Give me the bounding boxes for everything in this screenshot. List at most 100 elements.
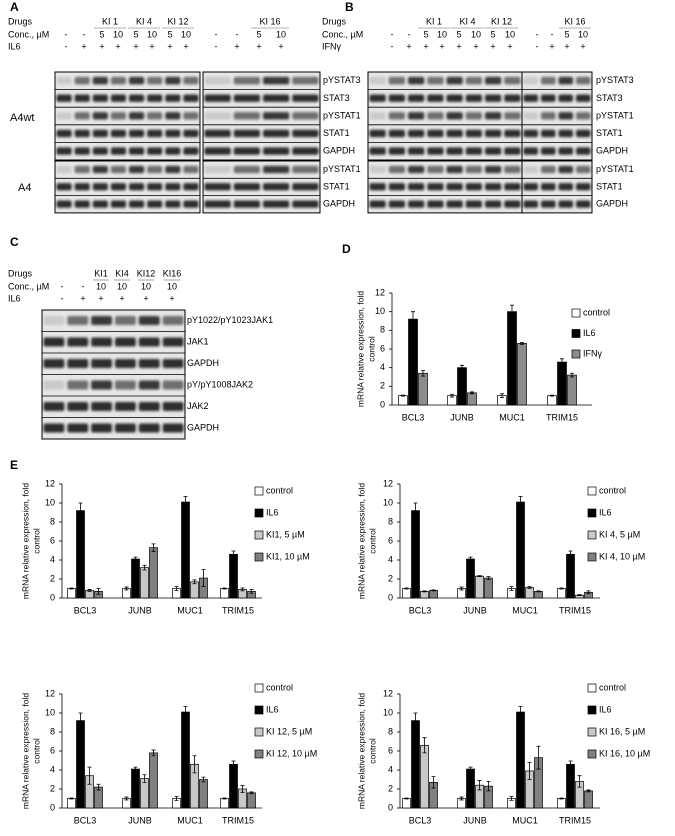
legend-swatch xyxy=(587,705,597,715)
legend-label: KI 12, 10 µM xyxy=(266,748,317,758)
error-bar xyxy=(559,587,564,590)
bar xyxy=(557,588,566,599)
blot-band xyxy=(165,183,181,191)
blot-band xyxy=(263,76,290,85)
blot-band xyxy=(427,94,444,102)
error-bar xyxy=(201,569,206,587)
blot-band xyxy=(67,337,89,347)
blot-band xyxy=(43,380,65,390)
bar xyxy=(557,798,566,809)
blot-band xyxy=(110,147,126,155)
error-bar xyxy=(586,789,591,793)
error-bar xyxy=(133,556,138,562)
blot-band xyxy=(92,94,108,102)
bar xyxy=(149,547,158,599)
blot-band xyxy=(408,147,425,155)
error-bar xyxy=(536,745,541,770)
blot-band xyxy=(523,147,538,155)
error-bar xyxy=(69,797,74,800)
blot-band xyxy=(485,112,502,120)
legend-label: control xyxy=(266,485,293,495)
error-bar xyxy=(183,705,188,719)
error-bar xyxy=(404,797,409,800)
conc-label: 5 xyxy=(564,29,569,39)
bar xyxy=(457,367,467,406)
conc-label: - xyxy=(61,281,64,291)
group-label: A4wt xyxy=(10,112,34,124)
blot-band xyxy=(74,112,90,120)
legend-label: IL6 xyxy=(599,507,612,517)
y-tick-label: 4 xyxy=(50,764,55,774)
error-bar xyxy=(133,766,138,772)
error-bar xyxy=(468,766,473,772)
blot-band xyxy=(485,94,502,102)
blot-band xyxy=(558,129,573,138)
header-row-label: Conc., µM xyxy=(322,29,363,39)
legend-swatch xyxy=(587,552,597,562)
legend-label: KI 4, 10 µM xyxy=(599,551,645,561)
x-tick-label: BCL3 xyxy=(402,412,425,422)
blot-row-label: pYSTAT1 xyxy=(323,164,361,174)
legend-swatch xyxy=(587,749,597,759)
conc-label: 10 xyxy=(113,29,123,39)
bar xyxy=(247,792,256,809)
y-tick-label: 8 xyxy=(50,726,55,736)
error-bar xyxy=(520,342,524,345)
blot-band xyxy=(369,76,386,85)
blot-band xyxy=(147,112,163,120)
blot-row-label: GAPDH xyxy=(187,358,219,368)
blot-band xyxy=(292,94,319,102)
blot-band xyxy=(162,359,184,369)
bar xyxy=(181,501,190,599)
blot-band xyxy=(388,76,405,85)
bar xyxy=(534,590,543,599)
bar xyxy=(418,372,428,406)
blot-band xyxy=(138,316,160,326)
blot-band xyxy=(446,76,463,85)
error-bar xyxy=(411,311,415,327)
x-tick-label: MUC1 xyxy=(177,815,203,825)
blot-row-label: pYSTAT3 xyxy=(323,75,361,85)
blot-band xyxy=(110,112,126,120)
error-bar xyxy=(96,783,101,791)
error-bar xyxy=(421,370,425,377)
blot-row-label: JAK2 xyxy=(187,401,209,411)
blot-band xyxy=(465,76,482,85)
error-bar xyxy=(142,774,147,783)
legend-label: KI1, 5 µM xyxy=(266,529,305,539)
x-tick-label: JUNB xyxy=(128,605,152,615)
blot-band xyxy=(43,423,65,433)
conc-label: - xyxy=(391,29,394,39)
drug-label: KI 16 xyxy=(564,16,585,26)
blot-band xyxy=(183,165,199,174)
error-bar xyxy=(510,304,514,319)
blot-band xyxy=(129,112,145,120)
blot-band xyxy=(576,76,591,85)
y-tick-label: 8 xyxy=(380,325,385,335)
blot-band xyxy=(541,200,556,208)
conc-label: 10 xyxy=(181,29,191,39)
blot-band xyxy=(43,316,65,326)
stim-label: + xyxy=(234,41,239,51)
error-bar xyxy=(431,589,436,592)
error-bar xyxy=(222,587,227,590)
blot-row-label: GAPDH xyxy=(323,199,355,209)
bar xyxy=(140,567,149,599)
conc-label: 10 xyxy=(276,29,286,39)
error-bar xyxy=(142,564,147,571)
blot-band xyxy=(147,129,163,138)
blot-row-label: STAT3 xyxy=(596,93,623,103)
blot-band xyxy=(576,165,591,174)
y-tick-label: 6 xyxy=(380,343,385,353)
blot-band xyxy=(558,94,573,102)
error-bar xyxy=(509,586,514,591)
blot-band xyxy=(147,165,163,174)
blot-band xyxy=(369,112,386,120)
blot-band xyxy=(558,76,573,85)
stim-label: + xyxy=(549,41,554,51)
bar xyxy=(516,501,525,599)
blot-band xyxy=(43,402,65,412)
blot-band xyxy=(74,76,90,85)
bar xyxy=(411,720,420,809)
drug-label: KI 4 xyxy=(459,16,475,26)
